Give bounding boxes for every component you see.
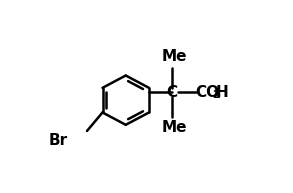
Text: H: H xyxy=(216,85,229,100)
Text: C: C xyxy=(167,85,178,100)
Text: Me: Me xyxy=(162,49,187,64)
Text: 2: 2 xyxy=(212,90,219,100)
Text: CO: CO xyxy=(195,85,220,100)
Text: Me: Me xyxy=(162,120,187,135)
Text: Br: Br xyxy=(48,133,67,148)
